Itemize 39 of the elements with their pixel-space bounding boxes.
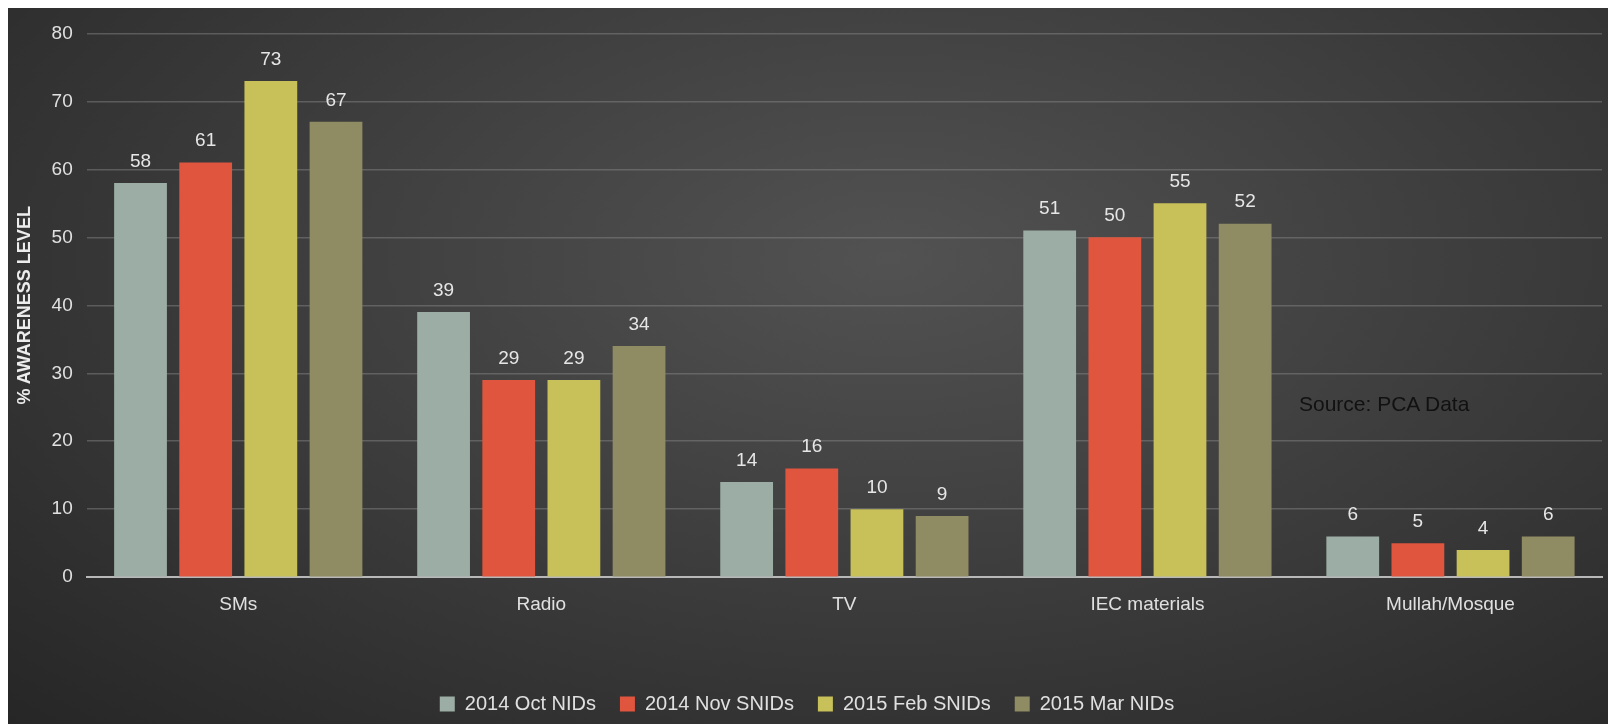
legend-label: 2014 Nov SNIDs [644,691,794,714]
data-label: 10 [866,475,888,497]
y-tick-label: 30 [51,361,73,383]
x-tick-label: Mullah/Mosque [1386,592,1515,614]
data-label: 5 [1412,509,1424,531]
y-tick-label: 10 [51,497,73,519]
y-tick-label: 70 [51,89,73,111]
legend-label: 2015 Feb SNIDs [842,691,991,714]
y-axis-title: % AWARENESS LEVEL [13,206,34,405]
data-label: 73 [260,47,282,69]
data-label: 39 [433,278,455,300]
data-label: 4 [1477,516,1489,538]
y-tick-label: 40 [51,293,73,315]
data-label: 29 [563,346,585,368]
data-label: 50 [1104,204,1126,226]
y-tick-label: 80 [51,21,73,43]
data-label: 67 [325,88,347,110]
x-tick-label: TV [832,592,857,614]
x-tick-label: Radio [516,592,567,614]
data-label: 9 [936,482,948,504]
legend-label: 2015 Mar NIDs [1039,691,1175,714]
y-tick-label: 0 [62,565,73,587]
data-label: 61 [195,129,217,151]
y-tick-label: 50 [51,225,73,247]
data-label: 6 [1347,503,1359,525]
data-label: 6 [1542,503,1554,525]
data-label: 29 [498,346,520,368]
data-label: 16 [801,435,823,457]
x-tick-label: IEC materials [1090,592,1205,614]
data-label: 52 [1234,190,1256,212]
data-label: 14 [736,448,758,470]
data-label: 58 [129,149,152,171]
data-label: 34 [628,312,651,334]
data-label: 55 [1169,170,1191,192]
legend-label: 2014 Oct NIDs [464,691,596,714]
x-tick-label: SMs [219,592,258,614]
y-tick-label: 20 [51,429,73,451]
data-label: 51 [1039,197,1061,219]
y-tick-label: 60 [51,157,73,179]
